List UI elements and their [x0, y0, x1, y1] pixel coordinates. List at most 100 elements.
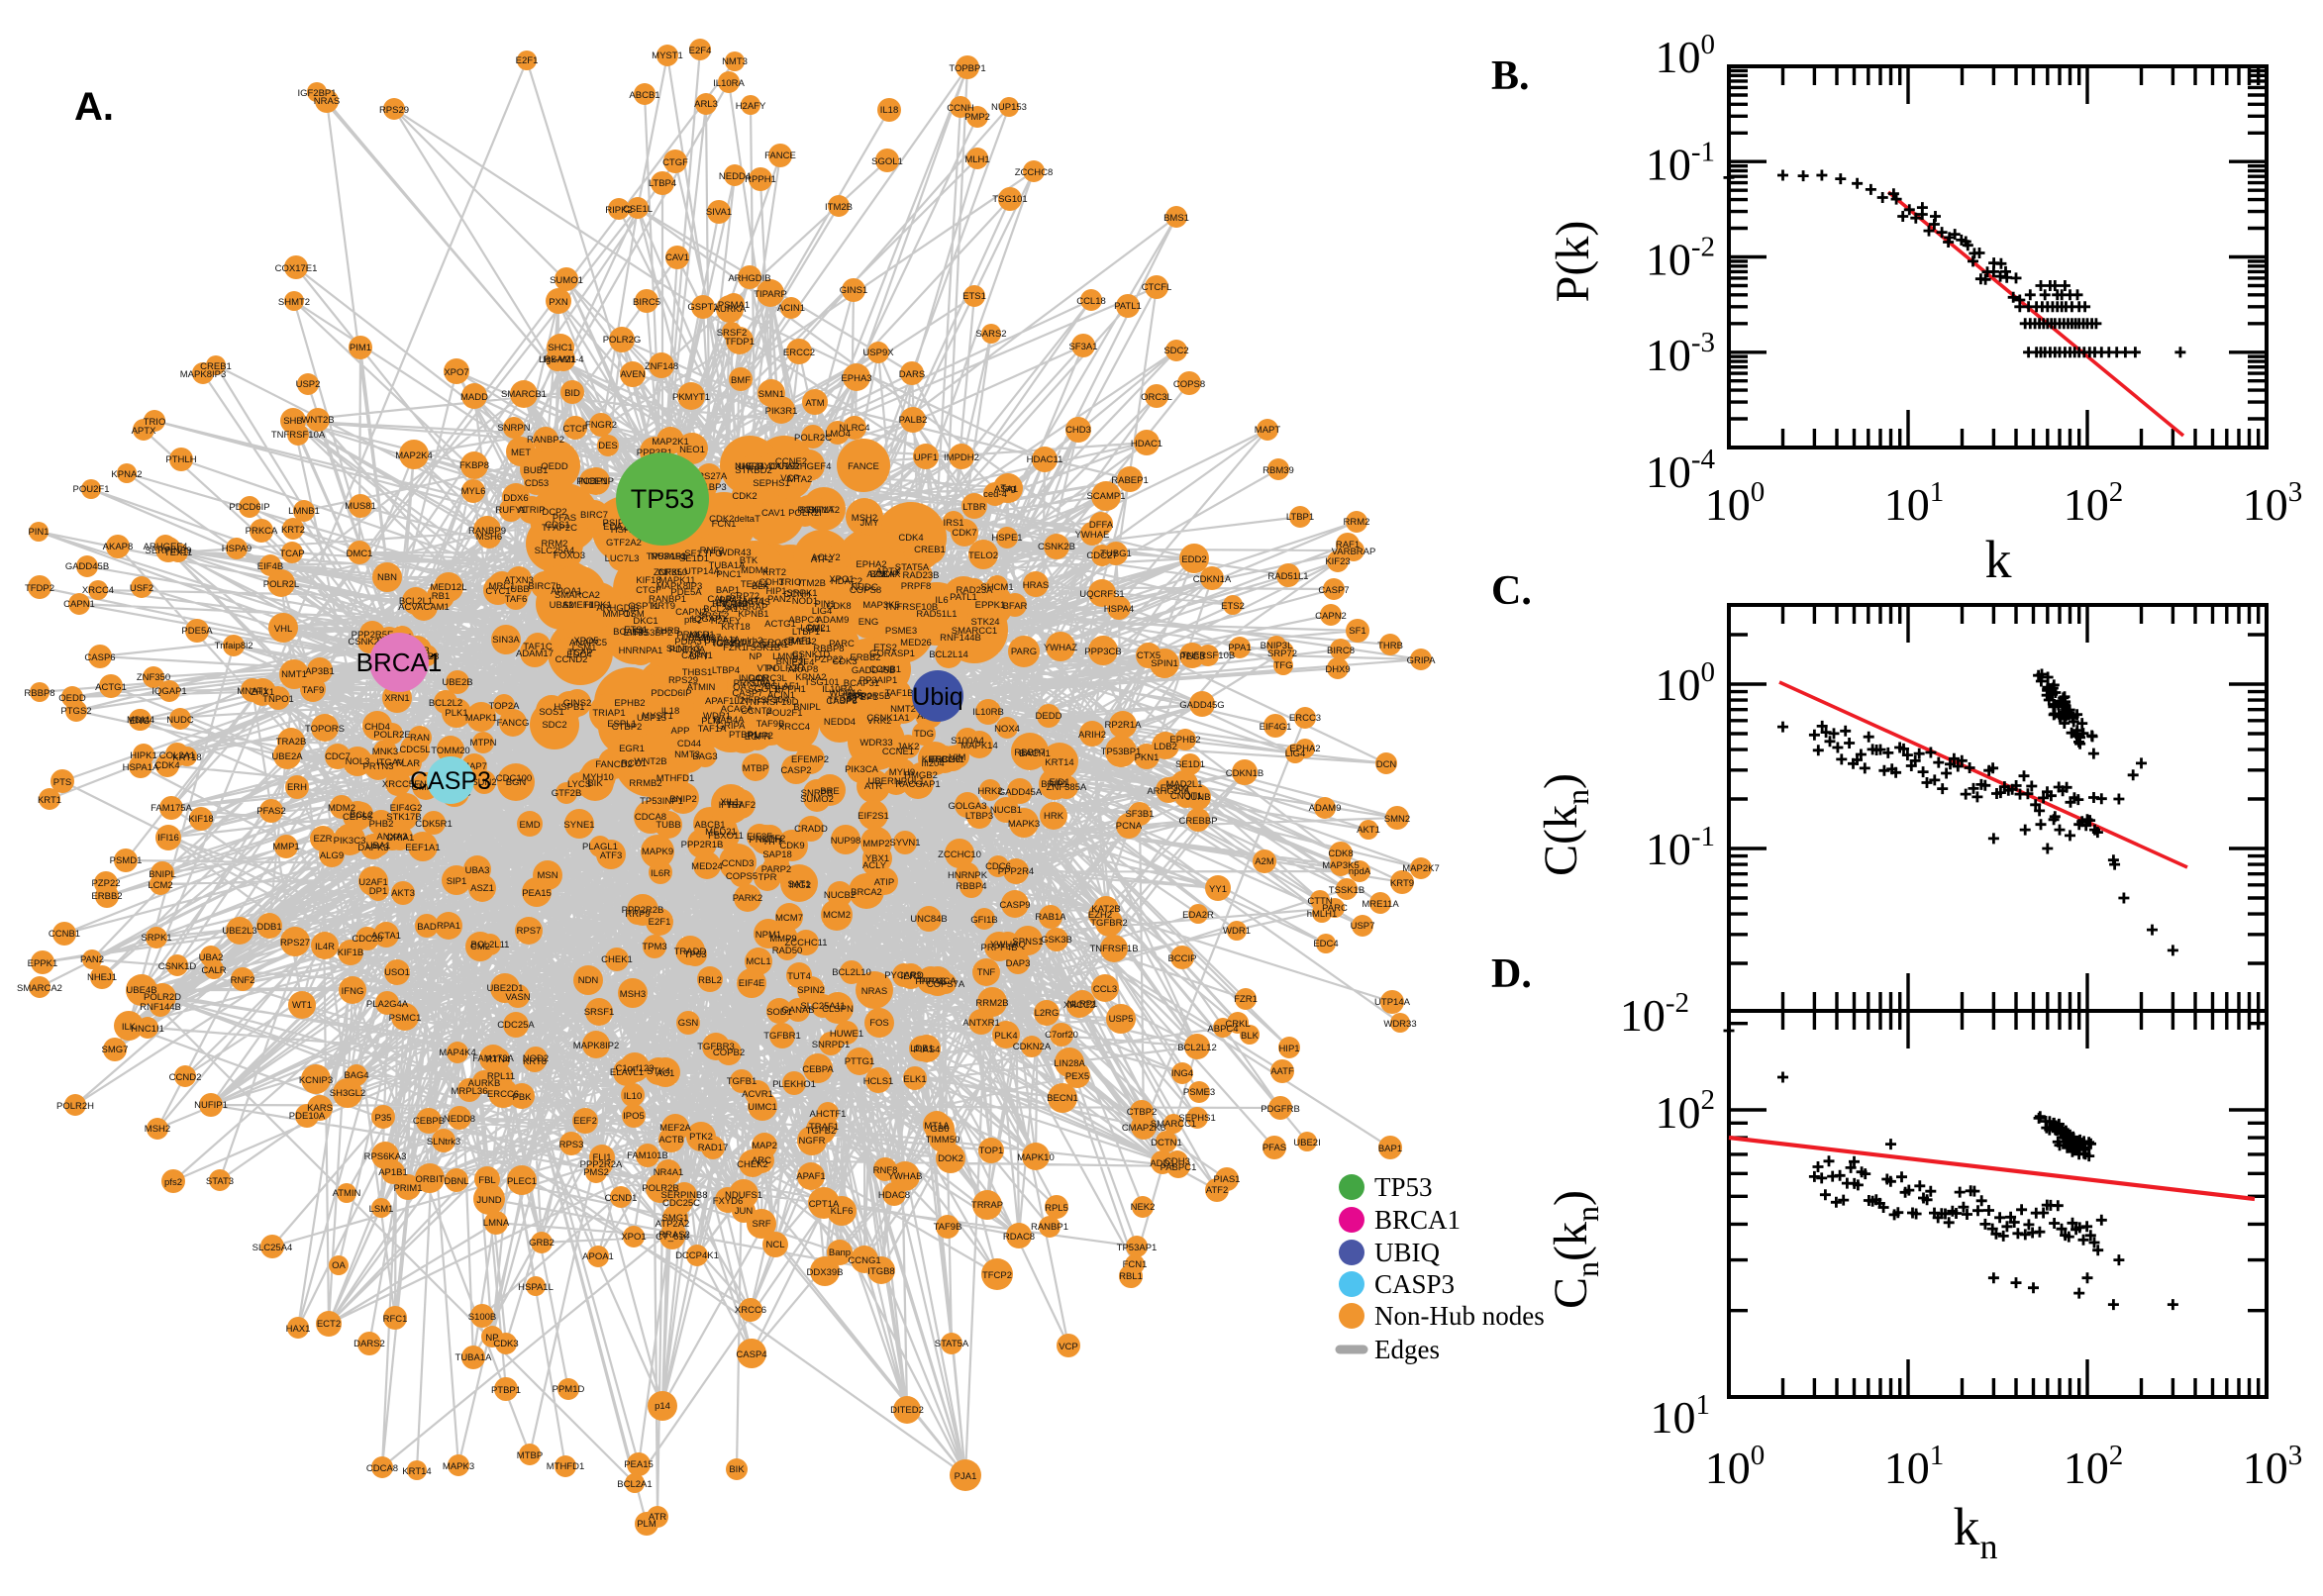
svg-text:PATL1: PATL1 — [950, 592, 977, 603]
svg-text:TNFRSF10D: TNFRSF10D — [745, 697, 799, 708]
svg-text:NMT1: NMT1 — [281, 669, 307, 680]
svg-text:CPT1A: CPT1A — [809, 1199, 840, 1210]
svg-text:NLRP1: NLRP1 — [1067, 999, 1098, 1010]
svg-text:101: 101 — [1651, 1389, 1711, 1443]
svg-text:BCL2L12: BCL2L12 — [1177, 1043, 1217, 1053]
svg-text:TFDP1: TFDP1 — [725, 337, 755, 348]
svg-text:GSPT1: GSPT1 — [687, 302, 718, 313]
svg-text:EDC4: EDC4 — [1313, 939, 1338, 949]
svg-text:S100A4: S100A4 — [951, 736, 984, 747]
svg-text:KIF18: KIF18 — [188, 814, 213, 825]
svg-text:PALB2: PALB2 — [899, 415, 928, 426]
svg-text:FLI1: FLI1 — [592, 1152, 611, 1163]
svg-text:PRIM1: PRIM1 — [393, 1183, 422, 1194]
svg-text:PIM1: PIM1 — [350, 343, 371, 353]
svg-text:ATIP: ATIP — [874, 877, 894, 888]
svg-text:EIF4G1: EIF4G1 — [1260, 722, 1292, 733]
svg-text:MSH6: MSH6 — [476, 532, 502, 543]
svg-text:RPS29: RPS29 — [379, 105, 409, 116]
svg-text:CDK4: CDK4 — [154, 760, 179, 771]
svg-text:TNFRSF1B: TNFRSF1B — [1089, 944, 1138, 954]
svg-text:EIF4G2: EIF4G2 — [390, 803, 423, 814]
svg-text:MNK3: MNK3 — [372, 747, 398, 757]
svg-text:CCNG1: CCNG1 — [848, 1255, 880, 1266]
svg-text:KRT9: KRT9 — [652, 601, 675, 612]
svg-text:NOD1: NOD1 — [792, 596, 818, 607]
svg-text:ATM: ATM — [805, 398, 824, 409]
svg-text:PPP3CA: PPP3CA — [919, 976, 957, 987]
svg-text:BNIP2: BNIP2 — [669, 794, 696, 805]
svg-text:TFDP2: TFDP2 — [828, 695, 858, 706]
svg-text:SHMT2: SHMT2 — [278, 297, 310, 308]
svg-text:LRSAM1: LRSAM1 — [539, 354, 576, 365]
svg-text:BFAR: BFAR — [1003, 601, 1028, 612]
svg-text:CDH3: CDH3 — [1164, 1156, 1190, 1167]
svg-text:APOA1: APOA1 — [582, 1251, 614, 1262]
svg-text:MED24: MED24 — [691, 861, 723, 872]
svg-text:PSMD1: PSMD1 — [110, 855, 143, 866]
svg-text:TCAP: TCAP — [279, 549, 304, 559]
svg-text:BACH1: BACH1 — [1019, 748, 1051, 759]
svg-text:ORC3L: ORC3L — [756, 673, 787, 684]
svg-text:C1orf123: C1orf123 — [615, 1063, 654, 1074]
svg-text:CTCF: CTCF — [562, 424, 588, 435]
svg-text:LDB1: LDB1 — [910, 1044, 934, 1054]
svg-text:POLR2I: POLR2I — [788, 508, 822, 519]
svg-text:PEA15: PEA15 — [624, 1459, 654, 1470]
svg-text:COPS8: COPS8 — [1173, 379, 1205, 390]
svg-text:SF3B1: SF3B1 — [1125, 809, 1154, 820]
svg-text:HDAC11: HDAC11 — [1027, 454, 1063, 465]
svg-text:ACIN1: ACIN1 — [777, 303, 805, 314]
svg-text:PCBP1: PCBP1 — [576, 476, 607, 487]
svg-text:POLR2G: POLR2G — [603, 335, 642, 346]
svg-text:TP53BP1: TP53BP1 — [1101, 747, 1142, 757]
svg-text:PFAS2: PFAS2 — [256, 806, 286, 817]
svg-text:POLR2E: POLR2E — [373, 730, 411, 741]
svg-text:PRTN3: PRTN3 — [363, 761, 394, 772]
svg-text:CREBBP: CREBBP — [1178, 816, 1217, 827]
svg-text:ZNF350: ZNF350 — [654, 567, 687, 578]
svg-text:GSPT1: GSPT1 — [628, 601, 658, 612]
svg-text:HNC1I1: HNC1I1 — [131, 1024, 164, 1035]
svg-text:PDCD6IP: PDCD6IP — [229, 502, 269, 513]
svg-text:NUDC: NUDC — [166, 715, 194, 726]
svg-text:KRT18: KRT18 — [721, 622, 750, 633]
svg-text:PPA1: PPA1 — [1228, 643, 1252, 653]
svg-text:OA: OA — [332, 1260, 346, 1271]
svg-text:DDX39B: DDX39B — [807, 1267, 844, 1278]
svg-text:MAP3K5: MAP3K5 — [862, 600, 900, 611]
svg-text:PIK3C3: PIK3C3 — [334, 836, 366, 847]
svg-text:UNC84B: UNC84B — [910, 914, 948, 925]
svg-text:HIPK1: HIPK1 — [584, 600, 611, 611]
svg-text:SGOL1: SGOL1 — [871, 156, 903, 167]
svg-text:PTK2: PTK2 — [689, 1132, 713, 1143]
svg-text:BNIPL: BNIPL — [149, 869, 175, 880]
svg-text:PDE5A: PDE5A — [181, 626, 213, 637]
svg-text:BRIP1: BRIP1 — [1041, 779, 1067, 790]
svg-text:XPO5: XPO5 — [573, 636, 598, 647]
svg-text:TAF1C: TAF1C — [523, 642, 553, 652]
svg-text:ERH: ERH — [287, 782, 307, 793]
svg-text:GORASP1: GORASP1 — [869, 648, 915, 659]
svg-text:RANBP9: RANBP9 — [468, 526, 506, 537]
svg-text:A2M: A2M — [1255, 856, 1274, 867]
svg-text:100: 100 — [1656, 656, 1716, 710]
svg-text:TIMM50: TIMM50 — [926, 1135, 960, 1146]
svg-text:DKC1: DKC1 — [633, 616, 657, 627]
svg-text:KIF5B: KIF5B — [922, 754, 948, 765]
svg-text:TP53INP1: TP53INP1 — [640, 796, 683, 807]
svg-text:BIK: BIK — [729, 1464, 745, 1475]
svg-text:MMP2: MMP2 — [862, 839, 889, 849]
svg-text:SLC25A4: SLC25A4 — [252, 1243, 293, 1253]
svg-text:IGF2BP1: IGF2BP1 — [713, 639, 752, 649]
svg-text:SRP72: SRP72 — [1267, 648, 1297, 659]
svg-text:MMP1: MMP1 — [272, 842, 299, 852]
svg-text:TOMM20: TOMM20 — [431, 746, 469, 756]
svg-text:RRM2: RRM2 — [1344, 517, 1370, 528]
svg-text:CDC25C: CDC25C — [662, 1198, 700, 1209]
svg-text:PDE5A: PDE5A — [670, 587, 702, 598]
svg-text:BECN1: BECN1 — [1047, 1093, 1078, 1104]
svg-text:CDK8: CDK8 — [826, 601, 851, 612]
svg-text:RPPH1: RPPH1 — [774, 684, 806, 695]
svg-text:PDCD6IP: PDCD6IP — [651, 688, 691, 699]
